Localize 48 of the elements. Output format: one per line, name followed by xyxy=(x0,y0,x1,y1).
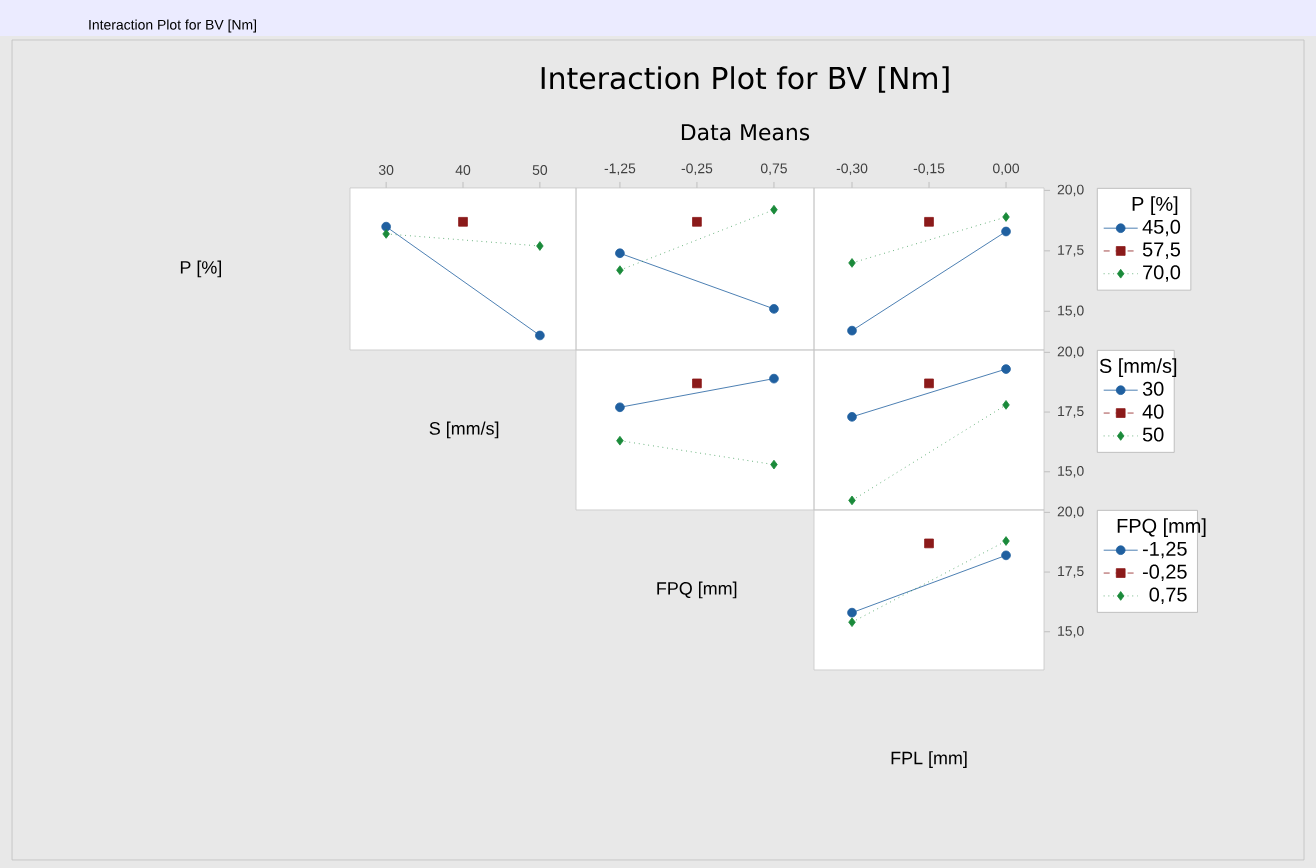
point xyxy=(535,330,545,341)
point xyxy=(616,435,624,446)
point xyxy=(615,248,625,259)
point xyxy=(769,304,779,314)
point xyxy=(924,217,934,227)
legend-label: 40 xyxy=(1142,404,1164,419)
point xyxy=(382,229,390,239)
point xyxy=(769,373,779,384)
legend-title: S [mm/s] xyxy=(1099,358,1177,377)
legend-label: 50 xyxy=(1142,427,1164,442)
legend-title: FPQ [mm] xyxy=(1117,518,1206,537)
point xyxy=(770,204,778,215)
legend-label: 70,0 xyxy=(1143,265,1181,282)
point xyxy=(692,378,702,389)
y-axis-title: FPQ [mm] xyxy=(657,581,737,599)
point xyxy=(924,538,934,549)
point xyxy=(1002,400,1010,410)
legend-label: 0,75 xyxy=(1149,587,1187,604)
point xyxy=(1001,226,1011,237)
point xyxy=(381,221,391,232)
chart-subtitle: Data Means xyxy=(681,124,810,141)
x-axis-title: FPL [mm] xyxy=(891,751,967,768)
point xyxy=(770,459,778,470)
point xyxy=(615,402,625,413)
y-axis-title: P [%] xyxy=(180,260,222,278)
point xyxy=(1002,212,1010,222)
legend-label: 45,0 xyxy=(1142,219,1181,237)
point xyxy=(847,412,857,422)
point xyxy=(924,378,934,389)
legend-label: -0,25 xyxy=(1142,564,1187,582)
y-axis-title: S [mm/s] xyxy=(429,421,499,439)
legend-label: 57,5 xyxy=(1142,242,1181,259)
point xyxy=(1001,364,1011,374)
chart-title: Interaction Plot for BV [Nm] xyxy=(541,66,949,93)
point xyxy=(847,607,857,618)
legend-label: 30 xyxy=(1142,381,1164,396)
point xyxy=(1002,536,1010,546)
point xyxy=(848,617,856,627)
point xyxy=(692,217,702,227)
point xyxy=(458,217,468,227)
legend-title: P [%] xyxy=(1132,196,1178,215)
legend-label: -1,25 xyxy=(1142,541,1187,559)
point xyxy=(1001,550,1011,561)
point xyxy=(847,325,857,336)
point xyxy=(616,265,624,275)
point xyxy=(536,241,544,251)
point xyxy=(848,495,856,506)
point xyxy=(848,258,856,268)
